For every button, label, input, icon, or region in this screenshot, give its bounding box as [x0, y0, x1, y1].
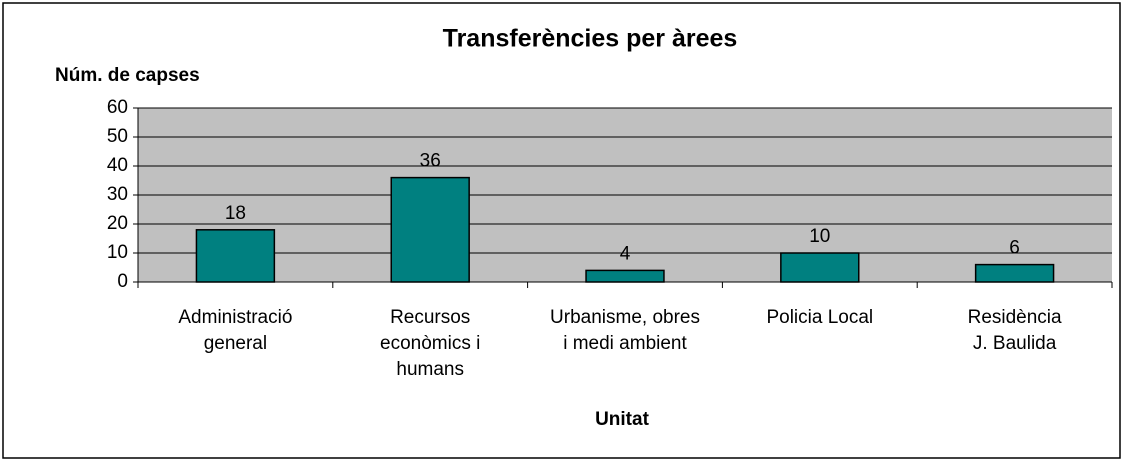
data-label: 36 [420, 151, 441, 172]
chart-title: Transferències per àrees [443, 25, 738, 53]
data-label: 4 [620, 243, 631, 264]
data-label: 10 [809, 226, 830, 247]
y-axis-label: Núm. de capses [55, 65, 200, 86]
x-tick-label: Administració general [178, 307, 292, 354]
data-label: 6 [1009, 238, 1020, 259]
y-tick-label: 50 [107, 126, 128, 147]
x-tick-label: Residència J. Baulida [968, 307, 1062, 354]
data-label: 18 [225, 203, 246, 224]
y-tick-label: 20 [107, 213, 128, 234]
y-tick-label: 10 [107, 242, 128, 263]
bar [974, 263, 1055, 283]
bar [195, 229, 276, 283]
y-tick-label: 0 [117, 271, 128, 292]
bar [780, 252, 860, 283]
bar [585, 269, 665, 283]
y-tick-label: 40 [107, 155, 128, 176]
x-tick-label: Recursos econòmics i humans [380, 307, 480, 380]
x-tick-label: Urbanisme, obres i medi ambient [550, 307, 700, 354]
bar [390, 176, 470, 283]
x-axis-label: Unitat [595, 409, 650, 430]
y-tick-label: 30 [107, 184, 128, 205]
x-tick-label: Policia Local [766, 307, 873, 328]
y-tick-label: 60 [107, 97, 128, 118]
